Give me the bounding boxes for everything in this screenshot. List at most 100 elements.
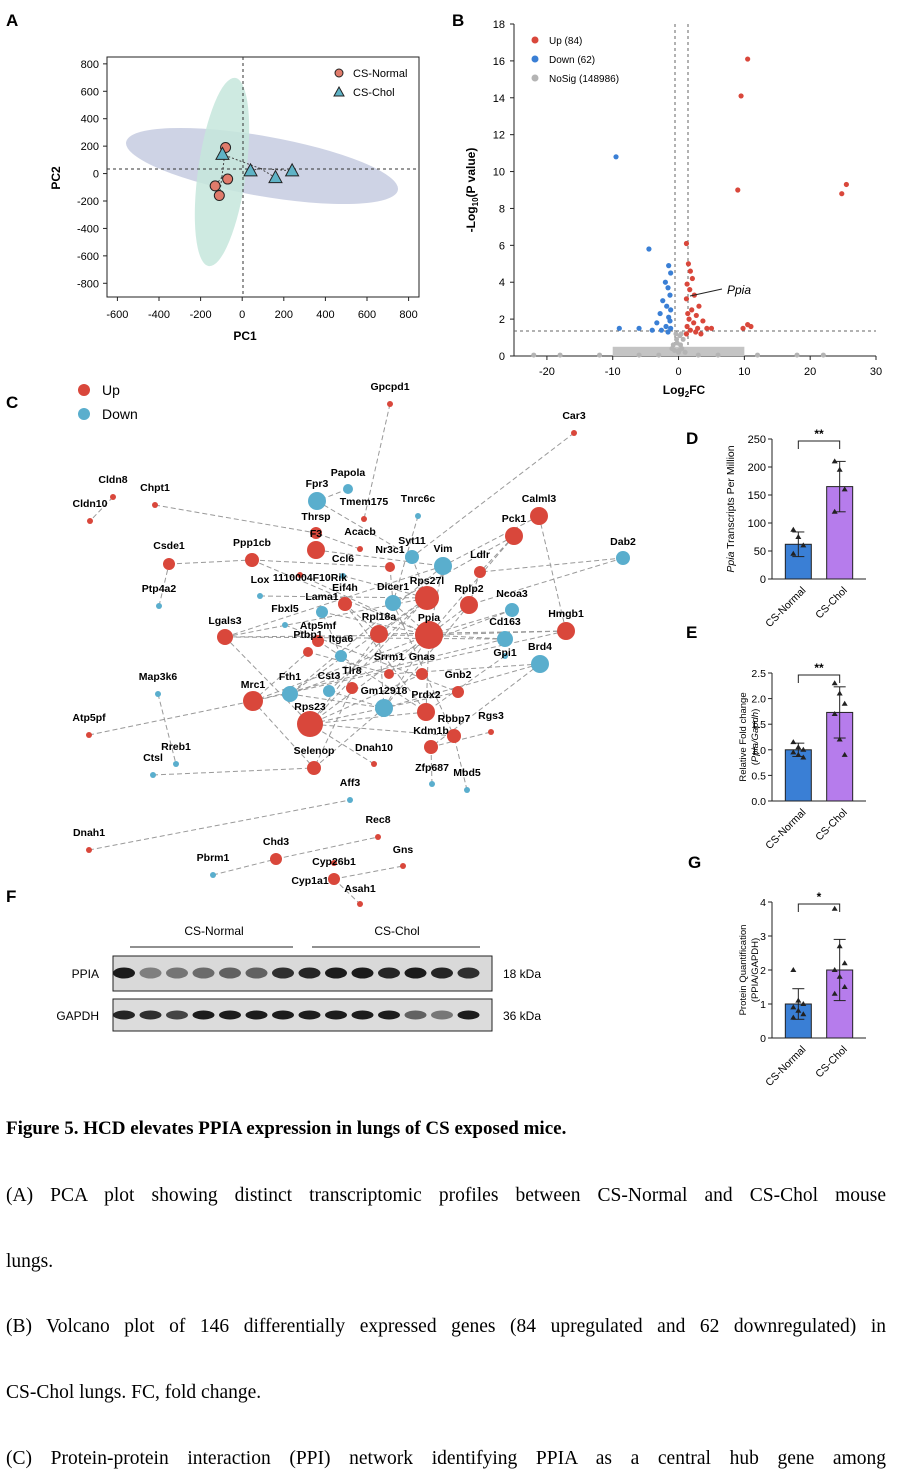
network-node-dot	[488, 729, 494, 735]
volcano-nosig-point	[794, 352, 800, 358]
blot-band-gapdh	[219, 1010, 241, 1020]
network-edge	[224, 636, 311, 725]
volcano-down-point	[649, 327, 655, 333]
bar-ytick-label: 0	[760, 1033, 766, 1045]
pca-xtick-label: -400	[148, 309, 170, 321]
network-node-dot	[417, 703, 435, 721]
network-edge	[383, 604, 470, 709]
network-node: Chd3	[263, 836, 289, 865]
volcano-up-point	[685, 310, 691, 317]
network-node-label: Tnrc6c	[401, 493, 436, 505]
volcano-down-point	[662, 279, 668, 285]
network-edge	[453, 735, 468, 791]
legend-nosig-label: NoSig (148986)	[549, 74, 619, 85]
network-node-dot	[270, 853, 282, 865]
blot-band-ppia	[404, 967, 427, 979]
network-node-dot	[371, 761, 377, 767]
caption-b-line1: (B) Volcano plot of 146 differentially e…	[6, 1316, 886, 1337]
pca-centroid-line	[259, 168, 276, 179]
network-node-dot	[464, 787, 470, 793]
bar-ytick-label: 100	[748, 518, 766, 530]
network-node: Cd163	[489, 616, 521, 647]
bar-category-label: CS-Normal	[763, 585, 808, 630]
blot-band-gapdh	[378, 1010, 400, 1020]
blot-band-gapdh	[298, 1010, 321, 1020]
volcano-down-point	[667, 318, 673, 324]
blot-group-chol: CS-Chol	[374, 924, 419, 938]
network-edge	[309, 597, 428, 725]
network-edge	[428, 630, 567, 636]
network-edge	[392, 515, 419, 604]
network-node-label: Gpi1	[493, 647, 516, 659]
network-node-dot	[357, 546, 363, 552]
volcano-up-point	[843, 181, 849, 188]
network-edge	[252, 651, 309, 702]
volcano-down-point	[658, 327, 665, 333]
network-node-label: Ncoa3	[496, 588, 528, 600]
network-node: Cyp26b1	[312, 856, 356, 868]
network-node: Brd4	[528, 641, 552, 673]
network-edge	[316, 500, 413, 558]
bar-chart-d: 0 50 100 150 200 250 CS-Normal CS-Chol ** Ppia Tr…	[725, 427, 866, 630]
network-node: Gm12918	[361, 685, 408, 717]
blot-band-gapdh	[166, 1010, 188, 1020]
volcano-up-point	[683, 331, 690, 337]
network-node-label: Rps27l	[410, 575, 445, 587]
figure-title: Figure 5. HCD elevates PPIA expression i…	[6, 1118, 567, 1139]
network-node: Ptbp1	[293, 629, 323, 657]
volcano-nosig-point	[656, 352, 662, 358]
network-node: Kdm1b	[413, 725, 449, 754]
caption-b-line2: CS-Chol lungs. FC, fold change.	[6, 1382, 262, 1403]
network-node-dot	[243, 691, 263, 711]
bar-data-point	[790, 749, 797, 755]
bar-data-point	[795, 534, 802, 539]
volcano-ytick-label: 14	[493, 93, 505, 105]
network-node-label: Car3	[562, 410, 586, 422]
network-node-label: Ppia	[418, 612, 440, 624]
network-edge	[392, 535, 515, 604]
bar-data-point	[836, 973, 843, 979]
network-node-label: Fbxl5	[271, 603, 299, 615]
network-node: Atp5mf	[300, 620, 337, 647]
bar-data-point	[831, 710, 838, 716]
network-node: Tnrc6c	[401, 493, 436, 519]
network-edge	[538, 515, 567, 632]
volcano-ytick-label: 6	[499, 240, 505, 252]
network-node-label: Ldlr	[470, 549, 490, 561]
network-node-dot	[245, 553, 259, 567]
blot-band-gapdh	[192, 1010, 215, 1020]
network-node: Selenop	[294, 745, 334, 775]
network-node: Ppia	[415, 612, 443, 649]
network-node: Rps27l	[410, 575, 445, 610]
network-node-dot	[338, 597, 352, 611]
network-node: Rplp2	[454, 583, 484, 614]
network-edge	[442, 515, 540, 567]
volcano-down-point	[666, 263, 672, 269]
volcano-down-point	[660, 298, 666, 304]
bar-data-point	[790, 967, 797, 972]
ppia-annotation: Ppia	[727, 283, 751, 297]
legend-down-dot	[531, 55, 539, 63]
network-node: Pbrm1	[197, 852, 229, 878]
network-node-dot	[155, 691, 161, 697]
network-node-dot	[361, 516, 367, 522]
panel-label-g: G	[688, 853, 701, 872]
bar-data-point	[841, 960, 848, 966]
network-edge	[315, 549, 444, 567]
network-node-label: Rec8	[365, 814, 390, 826]
volcano-nosig-point	[531, 352, 537, 358]
network-node-label: Ppp1cb	[233, 537, 271, 549]
network-node-dot	[384, 669, 394, 679]
network-node: Thrsp	[301, 511, 331, 539]
network-node-dot	[434, 557, 452, 575]
network-edge	[309, 633, 380, 725]
bar-data-point	[795, 997, 802, 1003]
network-node-label: Itga6	[329, 633, 354, 645]
legend-marker-chol	[333, 85, 345, 97]
network-edge	[388, 663, 541, 675]
pca-x-label: PC1	[233, 329, 257, 343]
network-edge	[389, 566, 394, 604]
network-edge	[309, 723, 455, 737]
blot-band-ppia	[245, 967, 268, 979]
network-edge	[309, 634, 430, 725]
